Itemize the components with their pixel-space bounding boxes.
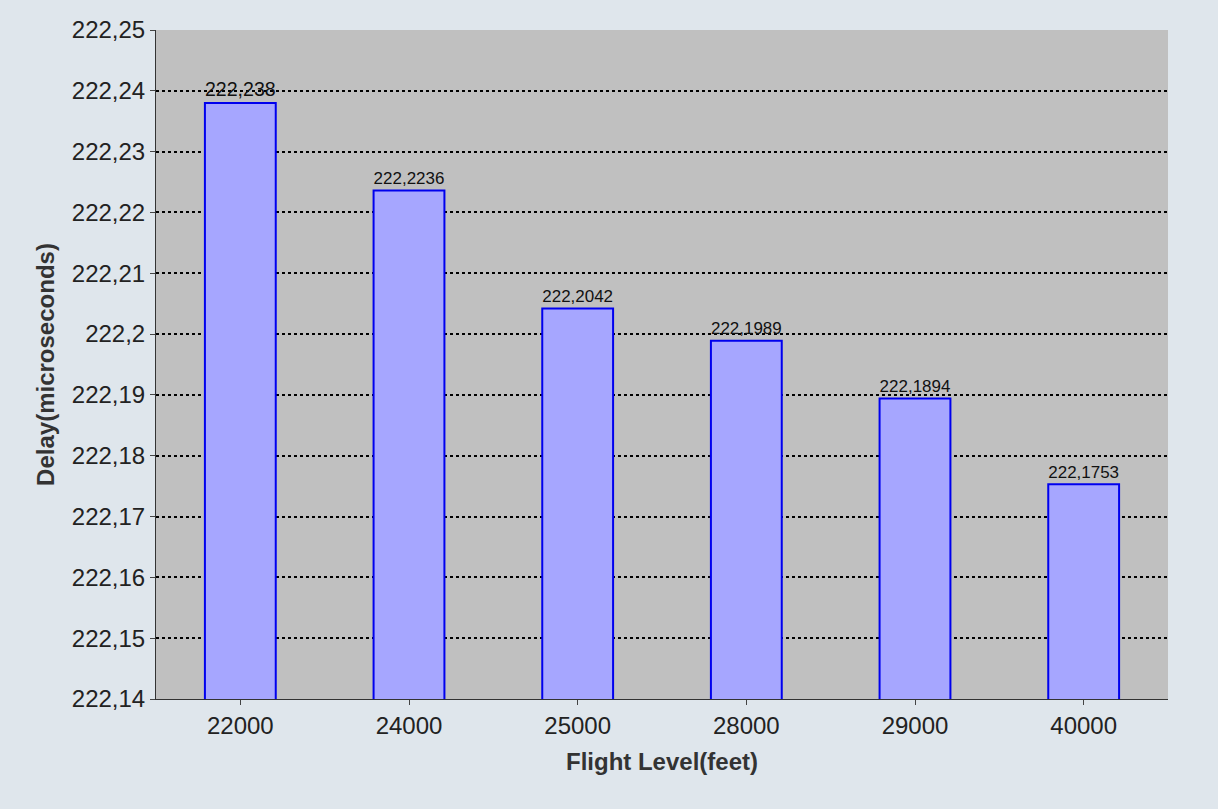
svg-text:Flight Level(feet): Flight Level(feet) <box>566 748 758 775</box>
svg-text:222,14: 222,14 <box>72 685 145 712</box>
svg-text:40000: 40000 <box>1050 712 1117 739</box>
svg-text:222,2042: 222,2042 <box>542 287 613 306</box>
svg-text:222,23: 222,23 <box>72 138 145 165</box>
svg-text:222,1989: 222,1989 <box>711 319 782 338</box>
svg-text:222,21: 222,21 <box>72 260 145 287</box>
svg-text:222,16: 222,16 <box>72 564 145 591</box>
svg-text:222,19: 222,19 <box>72 381 145 408</box>
svg-text:29000: 29000 <box>882 712 949 739</box>
svg-text:222,1753: 222,1753 <box>1048 463 1119 482</box>
svg-text:222,2: 222,2 <box>85 320 145 347</box>
svg-text:25000: 25000 <box>544 712 611 739</box>
svg-text:222,18: 222,18 <box>72 442 145 469</box>
svg-text:222,15: 222,15 <box>72 625 145 652</box>
svg-text:222,25: 222,25 <box>72 16 145 43</box>
svg-text:222,2236: 222,2236 <box>374 169 445 188</box>
svg-text:222,1894: 222,1894 <box>880 377 951 396</box>
svg-text:22000: 22000 <box>207 712 274 739</box>
svg-text:222,17: 222,17 <box>72 503 145 530</box>
svg-text:222,22: 222,22 <box>72 199 145 226</box>
svg-text:24000: 24000 <box>376 712 443 739</box>
svg-text:28000: 28000 <box>713 712 780 739</box>
svg-text:222,24: 222,24 <box>72 77 145 104</box>
svg-text:Delay(microseconds): Delay(microseconds) <box>32 243 59 486</box>
svg-text:222,238: 222,238 <box>205 78 276 100</box>
